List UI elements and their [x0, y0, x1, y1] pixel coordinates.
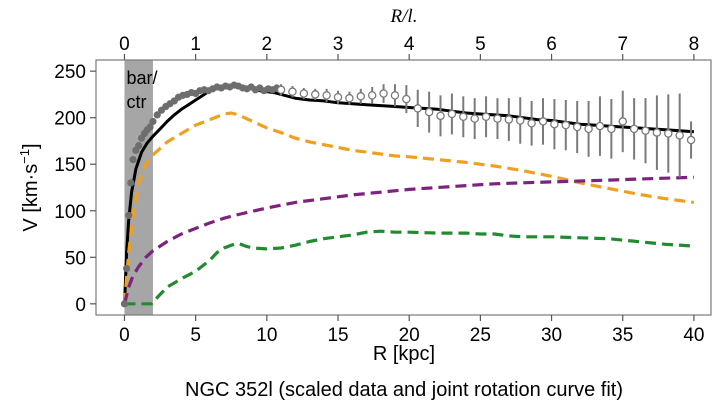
top-tick-label: 6 [546, 34, 557, 55]
data-point-filled [125, 211, 133, 220]
bar-ctr-region [124, 60, 153, 315]
x-tick-label: 0 [119, 325, 130, 346]
data-point-filled [153, 111, 161, 119]
top-tick-label: 8 [689, 34, 700, 55]
data-point-open [607, 124, 616, 134]
x-tick-label: 25 [470, 325, 491, 346]
x-tick-label: 40 [683, 325, 704, 346]
data-point-open [459, 112, 468, 122]
top-tick-label: 4 [404, 34, 415, 55]
data-point-open [675, 131, 684, 140]
data-point-open [333, 92, 343, 102]
data-point-open [664, 129, 673, 138]
top-tick-label: 7 [617, 34, 628, 55]
data-point-filled [123, 264, 131, 273]
data-point-open [515, 116, 525, 125]
y-axis-title-close: ] [20, 143, 42, 149]
y-tick-label: 150 [54, 155, 86, 176]
x-tick-label: 20 [399, 325, 420, 346]
chart-caption: NGC 352l (scaled data and joint rotation… [185, 379, 623, 401]
x-tick-label: 10 [256, 325, 277, 346]
data-point-filled [135, 142, 143, 150]
data-point-filled [127, 179, 135, 187]
data-point-open [436, 111, 445, 121]
data-point-open [550, 119, 559, 129]
x-axis-title: R [kpc] [373, 343, 435, 365]
data-point-open [310, 90, 320, 99]
data-point-open [299, 89, 309, 98]
y-tick-label: 0 [75, 295, 86, 316]
data-point-open [356, 92, 366, 101]
data-point-open [379, 89, 388, 98]
data-point-open [367, 91, 377, 100]
y-axis-title-superscript: −1 [17, 149, 32, 164]
data-point-open [424, 107, 434, 117]
data-point-open [641, 126, 650, 135]
y-tick-label: 250 [54, 62, 86, 83]
data-point-open [276, 85, 286, 95]
data-point-open [618, 117, 627, 126]
top-tick-label: 1 [190, 34, 201, 55]
data-point-open [584, 124, 593, 134]
data-point-filled [120, 300, 129, 308]
data-point-open [493, 114, 502, 123]
data-point-open [595, 121, 605, 131]
x-tick-label: 35 [612, 325, 633, 346]
data-point-open [470, 114, 479, 123]
data-point-open [538, 117, 548, 126]
region-label-line: ctr [126, 92, 146, 112]
component-line-2 [122, 175, 694, 305]
y-axis-title: V [km·s−1] [17, 143, 42, 231]
top-tick-label: 5 [475, 34, 486, 55]
plot-frame [95, 59, 712, 316]
data-point-filled [149, 117, 157, 126]
data-point-open [686, 135, 696, 145]
data-point-open [629, 124, 639, 134]
data-point-open [652, 128, 662, 137]
top-axis-title: R/l. [390, 6, 418, 27]
top-tick-label: 0 [119, 34, 130, 55]
region-label-line: bar/ [126, 68, 157, 88]
data-point-filled [146, 123, 154, 131]
data-point-open [561, 120, 571, 130]
data-point-open [413, 104, 422, 113]
data-point-open [345, 93, 354, 103]
data-point-open [504, 115, 514, 124]
data-point-filled [129, 155, 137, 164]
data-point-open [322, 91, 331, 100]
y-tick-label: 50 [65, 248, 86, 269]
y-axis-title-main: V [km·s [20, 164, 42, 232]
top-tick-label: 3 [333, 34, 344, 55]
data-point-open [481, 112, 491, 122]
y-tick-label: 100 [54, 202, 86, 223]
data-point-open [572, 122, 582, 132]
top-tick-label: 2 [262, 34, 273, 55]
data-point-open [527, 119, 536, 128]
x-tick-label: 5 [190, 325, 201, 346]
component-line-1 [122, 111, 695, 304]
data-point-open [390, 91, 400, 100]
data-point-open [402, 94, 411, 104]
component-line-3 [124, 229, 695, 306]
data-point-open [447, 109, 457, 119]
x-tick-label: 30 [541, 325, 562, 346]
data-point-open [288, 87, 297, 96]
x-tick-label: 15 [327, 325, 348, 346]
y-tick-label: 200 [54, 109, 86, 130]
